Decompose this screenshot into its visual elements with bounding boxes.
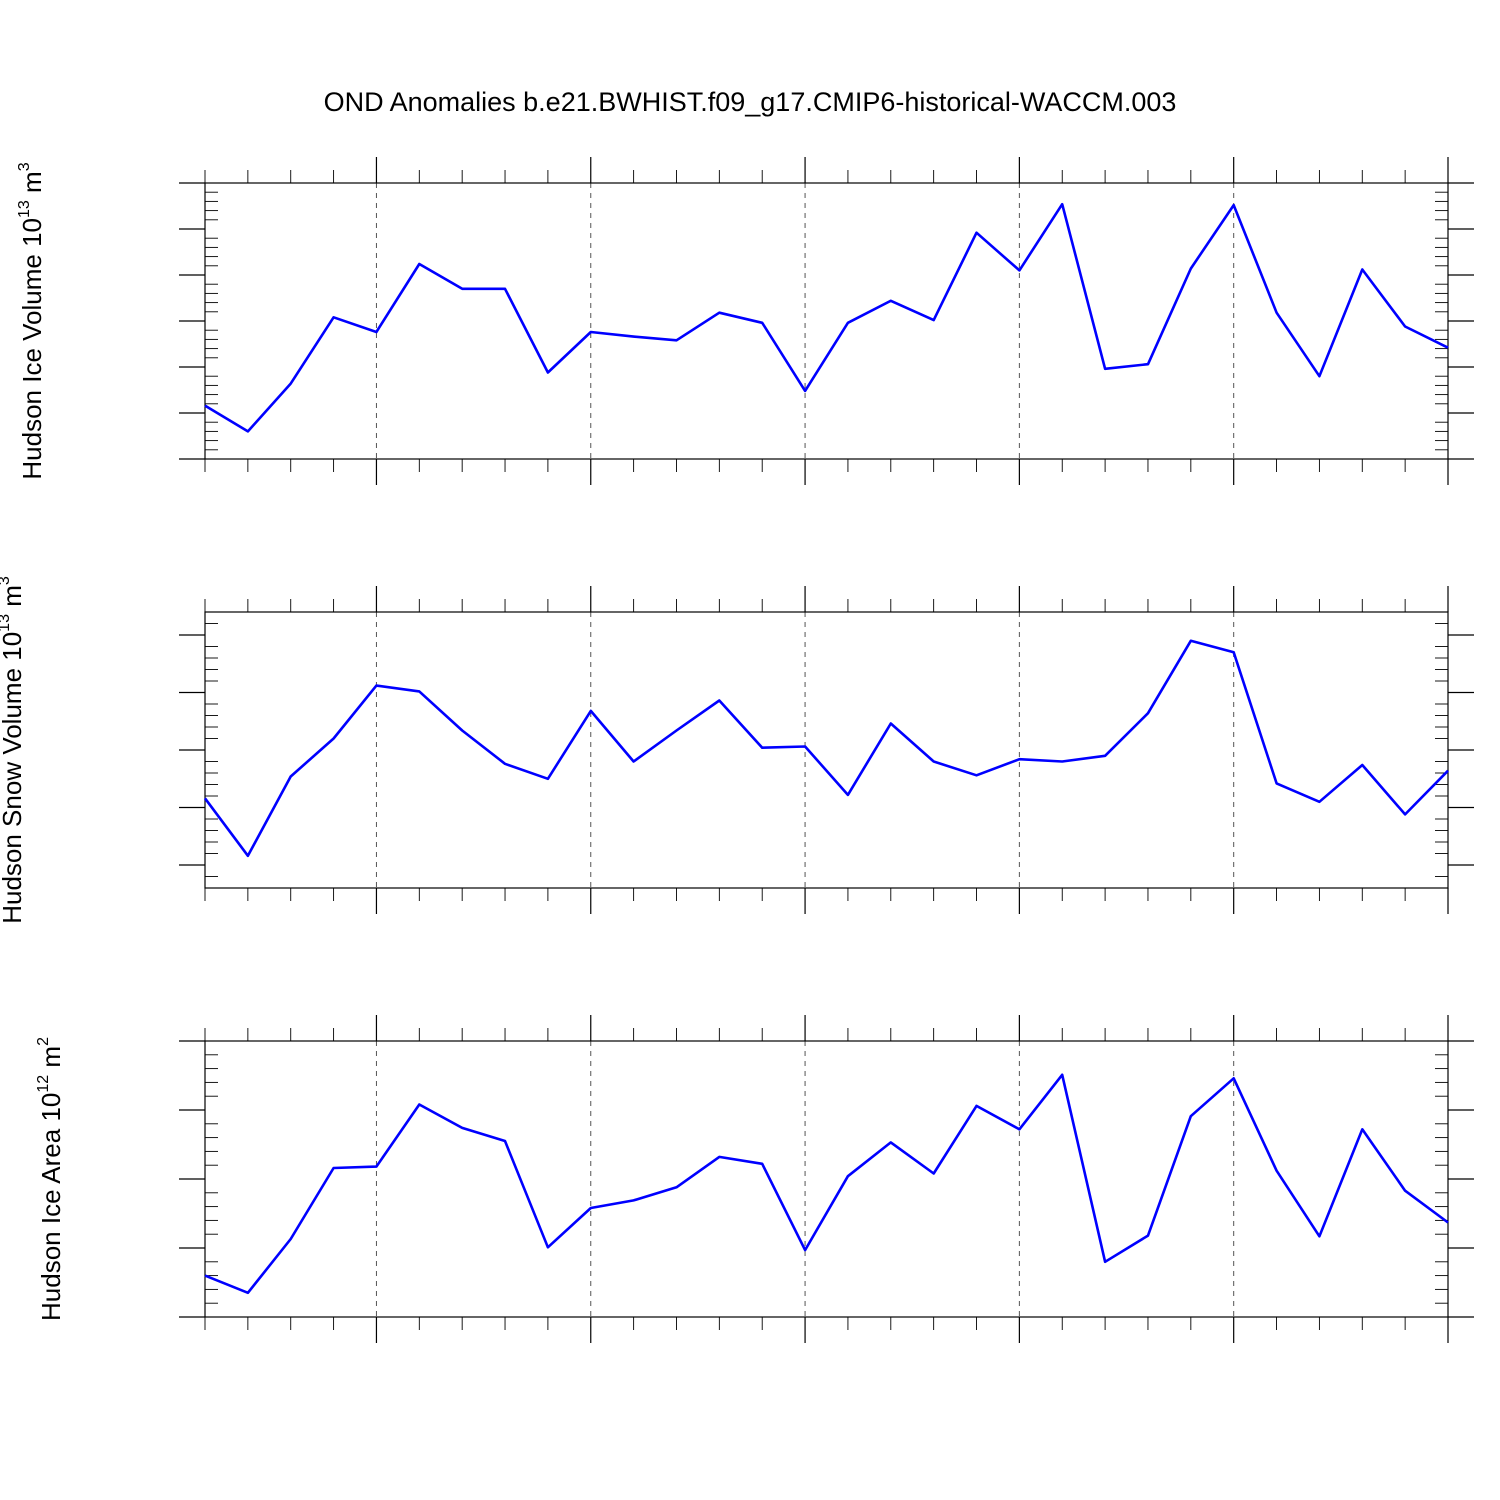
- y-axis-title-exponent: 13: [0, 614, 13, 632]
- y-axis-title-exponent: 13: [16, 200, 33, 218]
- series-line: [203, 639, 1449, 858]
- y-axis-title-unit: [36, 1068, 66, 1075]
- series-line: [204, 202, 1449, 433]
- y-axis-title-text: Hudson Snow Volume 10: [0, 632, 27, 924]
- chart-panel-2: Hudson Snow Volume 1013 m3: [0, 576, 1474, 924]
- y-axis-title-unit-exponent: 3: [0, 576, 13, 585]
- y-axis-title-unit-exponent: 2: [35, 1037, 52, 1046]
- chart-panel-3: Hudson Ice Area 1012 m2: [35, 1015, 1474, 1343]
- y-axis-title-text: Hudson Ice Volume 10: [17, 218, 47, 480]
- y-axis-title-unit-exponent: 3: [16, 162, 33, 171]
- y-axis-title-unit-symbol: m: [36, 1046, 66, 1068]
- y-axis-title: Hudson Ice Area 1012 m2: [35, 1037, 66, 1321]
- series-line: [204, 1073, 1449, 1295]
- chart-title: OND Anomalies b.e21.BWHIST.f09_g17.CMIP6…: [324, 87, 1177, 117]
- plot-frame: [204, 611, 1449, 889]
- y-axis-title-unit-symbol: m: [0, 585, 27, 607]
- y-axis-title-exponent: 12: [35, 1075, 52, 1093]
- plot-frame: [204, 1040, 1449, 1318]
- plot-frame: [204, 182, 1449, 460]
- y-axis-title-text: Hudson Ice Area 10: [36, 1093, 66, 1321]
- y-axis-title: Hudson Snow Volume 1013 m3: [0, 576, 27, 924]
- y-axis-title-unit: [17, 193, 47, 200]
- y-axis-title-unit-symbol: m: [17, 171, 47, 193]
- chart-panel-1: Hudson Ice Volume 1013 m3: [16, 157, 1474, 485]
- y-axis-title: Hudson Ice Volume 1013 m3: [16, 162, 47, 479]
- y-axis-title-unit: [0, 607, 27, 614]
